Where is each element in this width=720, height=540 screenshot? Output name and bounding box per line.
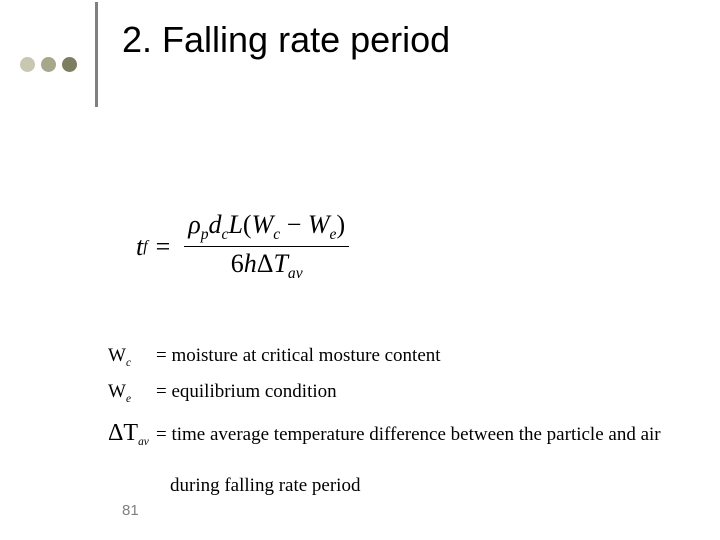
eq-close: ) [336,210,345,239]
eq-h: h [244,249,257,278]
eq-T: T [273,249,287,278]
eq-W1: W [252,210,274,239]
definition-row: ΔTav = time average temperature differen… [108,411,661,457]
definition-text: = time average temperature difference be… [156,417,661,453]
def-sym-0: W [108,345,126,366]
eq-lhs-sub: f [143,238,147,256]
definition-symbol: ΔTav [108,411,156,457]
equation: tf = ρpdcL(Wc − We) 6hΔTav [136,210,349,283]
eq-open: ( [243,210,252,239]
definition-symbol: We [108,374,156,410]
bullet-dot-1 [20,57,35,72]
equation-block: tf = ρpdcL(Wc − We) 6hΔTav [136,210,349,283]
eq-W2: W [308,210,330,239]
definition-row: We = equilibrium condition [108,374,661,410]
eq-d: d [209,210,222,239]
eq-rho-sub: p [201,226,209,243]
def-sym-1: W [108,381,126,402]
eq-T-sub: av [288,265,303,282]
def-sub-1: e [126,393,131,405]
eq-rho: ρ [188,210,200,239]
definition-row: Wc = moisture at critical mosture conten… [108,338,661,374]
definition-text: = equilibrium condition [156,374,337,410]
def-sym-2: ΔT [108,420,138,446]
bullet-dot-3 [62,57,77,72]
def-sub-2: av [138,436,149,448]
eq-lhs-var: t [136,232,143,262]
slide-title: 2. Falling rate period [122,19,450,61]
eq-denominator: 6hΔTav [227,249,307,283]
title-divider [95,2,98,107]
slide-header: 2. Falling rate period [0,0,720,107]
eq-fraction: ρpdcL(Wc − We) 6hΔTav [184,210,349,283]
eq-minus: − [280,210,308,239]
eq-six: 6 [231,249,244,278]
eq-numerator: ρpdcL(Wc − We) [184,210,349,244]
eq-fraction-bar [184,246,349,247]
eq-L: L [228,210,242,239]
def-sub-0: c [126,357,131,369]
definition-clause: during falling rate period [170,475,360,497]
bullet-dot-2 [41,57,56,72]
page-number: 81 [122,502,139,519]
definitions-list: Wc = moisture at critical mosture conten… [108,338,661,457]
eq-equals: = [156,232,171,262]
definition-text: = moisture at critical mosture content [156,338,441,374]
definition-symbol: Wc [108,338,156,374]
eq-delta: Δ [257,249,274,278]
